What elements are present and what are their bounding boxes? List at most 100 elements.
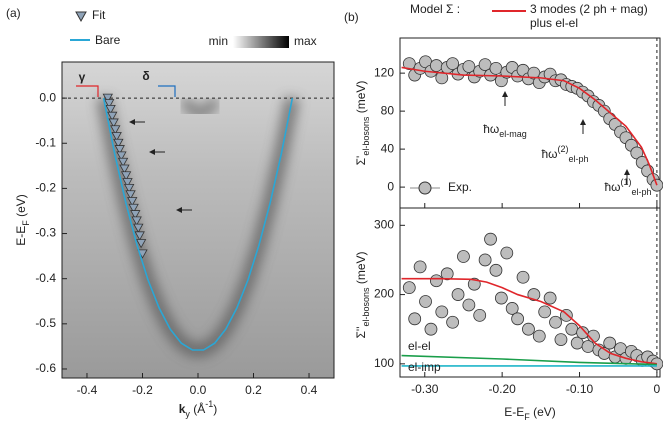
data-point: [554, 333, 568, 346]
legend-label: 3 modes (2 ph + mag) plus el-el: [530, 2, 648, 30]
line: [102, 97, 294, 351]
colorbar-label: max: [294, 34, 317, 48]
data-point: [565, 322, 579, 336]
legend-marker: [418, 181, 432, 195]
data-point: [462, 60, 476, 73]
data-point: [473, 308, 487, 322]
fit-point: [113, 138, 124, 149]
legend-label: Bare: [95, 33, 121, 47]
y-tick-label: -0.1: [35, 135, 56, 149]
y-tick-label: 100: [374, 356, 394, 370]
y-tick-label: 0: [387, 179, 394, 193]
legend-swatch: [492, 10, 526, 12]
plot-frame: [399, 207, 661, 378]
label-part: el-mag: [499, 129, 527, 139]
legend-label: Exp.: [448, 180, 472, 194]
label-part: E-E: [504, 405, 524, 419]
annotation: γ: [79, 70, 86, 84]
data-point: [500, 246, 514, 260]
axis-label: E-EF (eV): [504, 405, 556, 422]
fit-point: [127, 197, 138, 207]
data-point: [440, 267, 454, 281]
data-point: [429, 274, 443, 288]
data-point: [435, 71, 449, 85]
data-point: [511, 312, 525, 326]
fit-point: [128, 203, 139, 214]
data-point: [402, 57, 416, 71]
fit-point: [123, 183, 135, 194]
axis-label: E-EF (eV): [14, 194, 31, 246]
y-tick-label: -0.5: [35, 316, 56, 330]
data-point: [522, 322, 535, 336]
label-part: E-E: [14, 226, 28, 246]
label-part: ): [213, 402, 217, 416]
line: [401, 354, 657, 366]
data-point: [424, 322, 438, 336]
data-point: [478, 253, 492, 267]
data-point: [484, 232, 497, 246]
legend-marker: [75, 11, 87, 23]
spectral-feature: [179, 97, 221, 118]
y-tick-label: 40: [381, 141, 395, 155]
axis-label: Σ''el-bosons (meV): [354, 251, 371, 338]
x-tick-label: -0.2: [132, 383, 153, 397]
fit-point: [105, 105, 116, 115]
y-tick-label: -0.4: [35, 271, 56, 285]
axis-label: ħω(2)el-ph: [541, 144, 588, 164]
y-tick-label: 300: [374, 217, 394, 231]
legend-title: Model Σ :: [410, 2, 461, 16]
label-part: Σ': [354, 156, 368, 166]
annotation: δ: [142, 69, 149, 83]
line-label: el-imp: [408, 360, 441, 374]
label-part: el-ph: [569, 154, 589, 164]
axis-label: ħωel-mag: [483, 122, 527, 139]
data-point: [489, 263, 503, 277]
fit-point: [116, 151, 127, 161]
y-tick-label: -0.3: [35, 226, 56, 240]
label-part: (eV): [14, 194, 28, 220]
y-tick-label: 0.0: [39, 90, 56, 104]
data-point: [603, 336, 617, 350]
fit-point: [108, 118, 119, 128]
y-tick-label: -0.2: [35, 181, 56, 195]
label-part: (meV): [354, 251, 368, 287]
y-tick-label: -0.6: [35, 361, 56, 375]
data-point: [419, 295, 432, 308]
label-part: el-ph: [632, 187, 652, 197]
x-tick-label: 0.2: [245, 383, 262, 397]
axis-label: ħω(1)el-ph: [604, 177, 651, 197]
fit-point: [130, 210, 141, 220]
label-part: ħω: [604, 180, 620, 194]
label-part: (1): [621, 177, 632, 187]
label-part: ħω: [541, 147, 557, 161]
fit-point: [110, 125, 121, 135]
data-point: [446, 315, 460, 329]
data-point: [505, 302, 519, 315]
data-point: [451, 288, 465, 301]
data-point: [549, 315, 562, 329]
x-tick-label: -0.30: [411, 382, 439, 396]
label-part: el-bosons: [361, 287, 371, 327]
data-point: [532, 329, 546, 343]
y-tick-label: 120: [374, 65, 394, 79]
data-point: [408, 312, 422, 326]
fit-point: [117, 157, 129, 168]
data-point: [413, 260, 427, 274]
fit-point: [122, 178, 133, 188]
fit-point: [111, 132, 122, 142]
model-legend: Model Σ : 3 modes (2 ph + mag) plus el-e…: [410, 2, 660, 30]
axis-label: ky (Å-1): [179, 399, 218, 419]
legend-label: Fit: [92, 8, 106, 22]
x-tick-label: -0.4: [77, 383, 98, 397]
label-part: (eV): [530, 405, 556, 419]
label-part: Σ'': [354, 327, 368, 339]
label-part: k: [179, 402, 186, 416]
data-point: [435, 305, 449, 319]
data-point: [538, 305, 552, 319]
fit-point: [114, 145, 125, 155]
data-point: [516, 270, 530, 284]
colorbar-label: min: [209, 34, 228, 48]
line-label: el-el: [408, 339, 431, 353]
